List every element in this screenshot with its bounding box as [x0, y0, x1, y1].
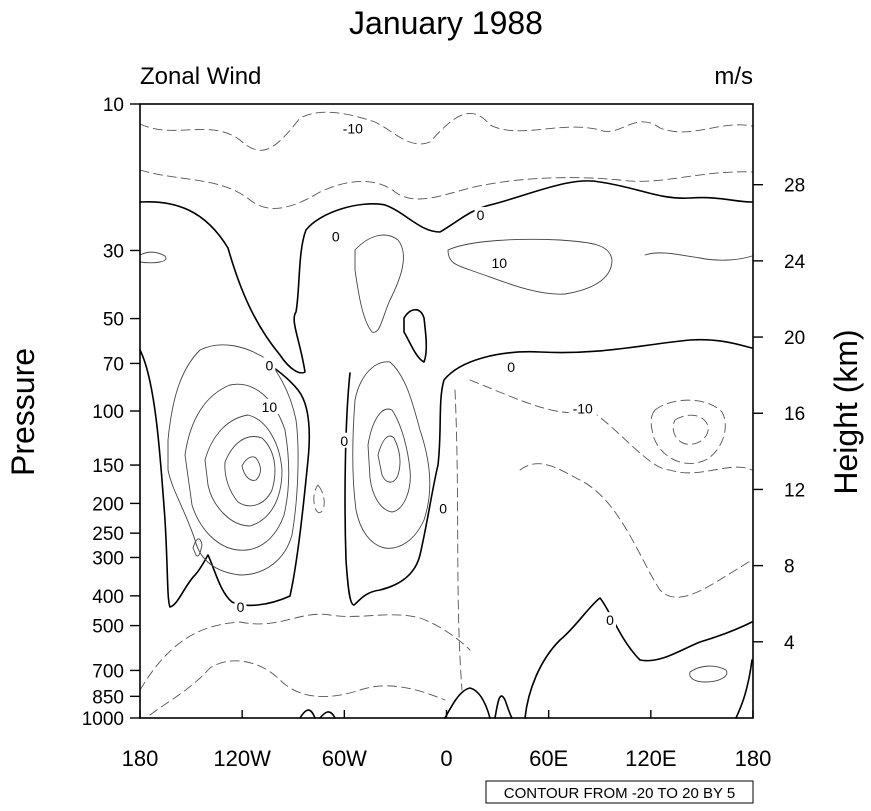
y-tick-label-6: 200: [92, 494, 124, 515]
contour-neg-wisp: [313, 484, 325, 513]
contour-pos-west-10: [167, 344, 299, 576]
contour-pos-west-spike: [192, 538, 203, 557]
y-tick-label-8: 300: [92, 548, 124, 569]
contour-label-bg-6: [259, 398, 280, 414]
contour-info-frame: [485, 780, 754, 804]
contour-label-bg-0: [338, 120, 367, 136]
y-tick-label-3: 70: [103, 354, 124, 375]
contour-label-bg-9: [437, 500, 450, 516]
contour-pos-bottom-east: [689, 665, 728, 683]
height-tick-label-5: 8: [784, 557, 795, 578]
contour-lines: [139, 111, 753, 719]
x-axis-ticks: 180 120W 60W 0 60E 120E 180: [122, 710, 772, 771]
contour-neg-top-b: [139, 169, 753, 209]
contour-zero-blob: [403, 308, 428, 363]
x-tick-label-5: 120E: [625, 746, 676, 771]
height-tick-label-2: 20: [784, 328, 805, 349]
contour-label-1: 0: [477, 207, 485, 223]
contour-neg-top-a: [139, 111, 753, 151]
contour-label-8: 0: [340, 433, 348, 449]
x-tick-label-1: 120W: [213, 746, 271, 771]
contour-info-text: CONTOUR FROM -20 TO 20 BY 5: [504, 785, 735, 802]
contour-pos-mid-15: [367, 408, 411, 513]
contour-info-box: CONTOUR FROM -20 TO 20 BY 5: [485, 780, 754, 804]
height-tick-label-4: 12: [784, 480, 805, 501]
contour-pos-topright-b: [644, 252, 753, 261]
y-tick-label-0: 10: [103, 95, 124, 116]
height-tick-label-0: 28: [784, 176, 805, 197]
contour-neg-mid-b: [519, 463, 753, 598]
contour-label-4: 0: [507, 359, 515, 375]
chart-title: January 1988: [349, 5, 543, 41]
contour-pos-west-15: [184, 383, 290, 551]
contour-pos-west-25: [224, 436, 276, 507]
y-axis-label-right: Height (km): [828, 329, 864, 494]
x-tick-label-2: 60W: [322, 746, 367, 771]
y-tick-label-1: 30: [103, 241, 124, 262]
left-string: Zonal Wind: [140, 63, 261, 90]
contour-label-bg-3: [489, 255, 510, 271]
contour-neg-low: [139, 613, 471, 691]
contour-label-7: -10: [573, 400, 593, 416]
y-tick-label-4: 100: [92, 402, 124, 423]
x-tick-label-0: 180: [122, 746, 159, 771]
contour-zero-westjet: [139, 349, 311, 608]
contour-label-10: 0: [237, 599, 245, 615]
contour-label-5: 0: [266, 357, 274, 373]
contour-label-bg-10: [234, 599, 247, 615]
contour-label-bg-7: [568, 400, 597, 416]
contour-zero-bottom-west: [299, 709, 336, 719]
y-axis-label: Pressure: [5, 348, 41, 476]
y-tick-label-2: 50: [103, 310, 124, 331]
y-tick-label-9: 400: [92, 587, 124, 608]
y-tick-label-5: 150: [92, 456, 124, 477]
contour-neg-mid: [454, 379, 753, 691]
contour-pos-topright: [447, 238, 613, 295]
contour-pos-mid-20: [377, 435, 401, 483]
height-tick-label-3: 16: [784, 404, 805, 425]
contour-label-3: 10: [491, 255, 507, 271]
y-tick-label-7: 250: [92, 524, 124, 545]
height-tick-label-6: 4: [784, 633, 795, 654]
x-tick-label-3: 0: [440, 746, 452, 771]
contour-label-9: 0: [439, 501, 447, 517]
contour-label-2: 0: [332, 228, 340, 244]
y-tick-label-13: 1000: [82, 709, 124, 730]
contour-zero-bottom-east-b: [524, 597, 753, 719]
contour-zero-bottom-tail: [735, 659, 753, 719]
contour-pos-west-20: [204, 414, 283, 527]
positive-contours: [139, 234, 753, 683]
contour-zero-bottom-east: [444, 687, 513, 719]
y-tick-label-11: 700: [92, 661, 124, 682]
contour-zero-top: [139, 180, 753, 374]
x-tick-label-6: 180: [735, 746, 772, 771]
contour-label-bg-11: [603, 612, 616, 628]
contour-label-6: 10: [262, 399, 278, 415]
height-axis-ticks: 28 24 20 16 12 8 4: [753, 176, 806, 654]
contour-label-bg-1: [474, 207, 487, 223]
contour-pos-west-30: [241, 456, 261, 481]
contour-pos-topleft: [139, 251, 167, 264]
contour-neg-ring-east: [650, 399, 726, 464]
contour-label-bg-8: [338, 432, 351, 448]
height-tick-label-1: 24: [784, 252, 806, 273]
contour-pos-topmid: [354, 234, 404, 333]
x-tick-label-4: 60E: [529, 746, 568, 771]
contour-neg-ring-east-b: [672, 414, 709, 445]
negative-contours: [139, 111, 753, 716]
contour-label-0: -10: [343, 120, 363, 136]
contour-pos-mid-10: [352, 361, 431, 549]
contour-labels: -10 0 0 10 0 0 10 -10 0 0 0 0: [234, 120, 616, 628]
y-tick-label-12: 850: [92, 687, 124, 708]
contour-neg-low-b: [149, 660, 446, 716]
right-string: m/s: [714, 63, 753, 90]
contour-label-bg-2: [329, 228, 342, 244]
contour-zero-midjet: [344, 338, 753, 606]
contour-label-bg-5: [263, 357, 276, 373]
contour-label-11: 0: [606, 612, 614, 628]
y-tick-label-10: 500: [92, 617, 124, 638]
contour-label-bg-4: [505, 359, 518, 375]
